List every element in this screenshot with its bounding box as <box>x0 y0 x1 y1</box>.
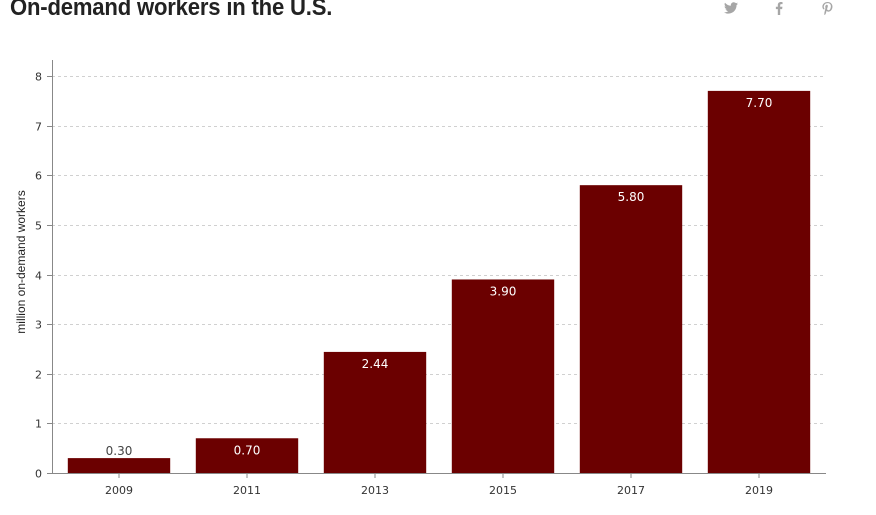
twitter-icon <box>724 2 738 14</box>
x-tick-label: 2011 <box>233 484 261 497</box>
data-label-2011: 0.70 <box>234 443 261 457</box>
y-tick-label: 1 <box>35 418 42 431</box>
y-tick-label: 5 <box>35 220 42 233</box>
x-tick-label: 2013 <box>361 484 389 497</box>
y-tick-label: 0 <box>35 468 42 481</box>
axes: 0 1 2 3 4 5 6 7 8 2009 2011 2013 2015 2017 2019 <box>35 60 826 497</box>
data-label-2015: 3.90 <box>490 284 517 298</box>
data-label-2017: 5.80 <box>618 190 645 204</box>
facebook-share-button[interactable] <box>770 2 788 18</box>
data-label-2019: 7.70 <box>746 96 773 110</box>
pinterest-icon <box>821 2 832 15</box>
y-tick-label: 4 <box>35 270 42 283</box>
bar-2011[interactable] <box>195 438 299 473</box>
facebook-icon <box>775 2 783 15</box>
bar-2019[interactable] <box>707 90 811 473</box>
bar-2013[interactable] <box>323 351 427 473</box>
y-tick-label: 3 <box>35 319 42 332</box>
bars <box>67 90 811 474</box>
data-labels: 0.30 0.70 2.44 3.90 5.80 7.70 <box>106 96 773 458</box>
page-title: On-demand workers in the U.S. <box>10 0 333 21</box>
x-tick-label: 2017 <box>617 484 645 497</box>
data-label-2009: 0.30 <box>106 444 133 458</box>
pinterest-share-button[interactable] <box>818 2 836 18</box>
y-tick-label: 6 <box>35 170 42 183</box>
bar-2009[interactable] <box>67 458 171 473</box>
gridlines <box>52 76 826 424</box>
y-tick-label: 2 <box>35 369 42 382</box>
data-label-2013: 2.44 <box>362 357 389 371</box>
y-tick-label: 7 <box>35 121 42 134</box>
y-tick-label: 8 <box>35 71 42 84</box>
bar-2017[interactable] <box>579 185 683 474</box>
x-tick-label: 2015 <box>489 484 517 497</box>
x-tick-label: 2019 <box>745 484 773 497</box>
bar-2015[interactable] <box>451 279 555 473</box>
twitter-share-button[interactable] <box>722 2 740 18</box>
y-axis-title: million on-demand workers <box>14 190 28 333</box>
x-tick-label: 2009 <box>105 484 133 497</box>
